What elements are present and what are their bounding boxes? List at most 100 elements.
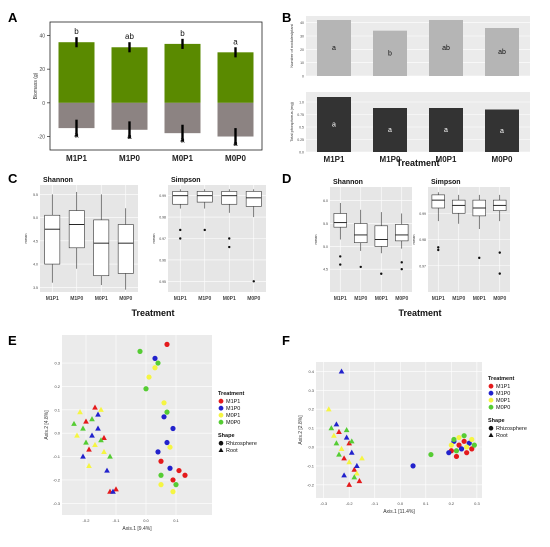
panel-f-legend-swatch <box>488 397 494 403</box>
panel-c-outlier <box>179 228 182 232</box>
panel-a-bar-shoot <box>58 42 95 103</box>
panel-a-bar-shoot <box>217 52 254 103</box>
panel-f-xlabel: Axis.1 [11.4%] <box>383 509 415 515</box>
panel-e-ytick-label: 0.0 <box>54 431 60 436</box>
panel-f-ylabel: Axis.2 [2.8%] <box>298 415 304 445</box>
panel-d-ytick-label: 0.97 <box>419 264 426 268</box>
panel-e-point-root <box>86 446 92 452</box>
panel-e-point-root <box>77 409 83 415</box>
panel-c-ytick-label: 3.5 <box>33 286 38 290</box>
panel-c-outlier <box>252 280 255 283</box>
panel-b-ytick-label: 0.75 <box>297 113 304 117</box>
panel-f-point-rhizosphere <box>451 436 457 443</box>
panel-c-ylabel: mean <box>23 233 28 243</box>
panel-a-xtick-label: M0P1 <box>172 154 193 163</box>
panel-b-bar <box>373 30 407 77</box>
panel-c-ytick-label: 4.5 <box>33 239 38 243</box>
panel-d-xtick-label: M1P1 <box>432 296 445 302</box>
panel-f-legend-swatch <box>488 404 494 410</box>
panel-d-xtick-label: M1P0 <box>452 296 465 302</box>
panel-d-outlier <box>478 256 481 260</box>
panel-e-point-root <box>80 425 86 431</box>
panel-f-point-root <box>343 427 350 433</box>
panel-e-point-rhizosphere <box>170 477 176 483</box>
panel-f-legend-title: Treatment <box>488 376 514 382</box>
panel-d-outlier <box>400 261 403 264</box>
panel-e-point-rhizosphere <box>167 465 173 471</box>
panel-f-legend-swatch <box>488 383 494 389</box>
panel-a-ytick-label: -20 <box>38 135 45 141</box>
panel-e-point-root <box>95 411 101 417</box>
panel-e-legend-label: M0P0 <box>226 420 240 426</box>
panel-f-point-root <box>343 434 350 440</box>
panel-d-box <box>452 199 466 214</box>
panel-f-legend-label: M0P1 <box>496 398 510 404</box>
panel-f-point-root <box>336 428 342 434</box>
panel-c-ylabel: mean <box>151 233 156 243</box>
panel-c-box <box>172 191 189 205</box>
panel-c-ytick-label: 0.98 <box>159 216 166 220</box>
panel-c-outlier <box>228 245 231 249</box>
panel-e-legend-shape-title: Shape <box>218 433 235 439</box>
panel-d-box <box>333 213 347 228</box>
panel-e-point-rhizosphere <box>155 360 161 366</box>
panel-f-point-root <box>336 451 342 457</box>
panel-c-xlabel: Treatment <box>131 308 174 318</box>
panel-e-legend-swatch <box>218 398 224 404</box>
panel-e-xtick-label: -0.1 <box>113 518 121 523</box>
panel-b-sig-letter: a <box>332 45 336 52</box>
panel-f-point-rhizosphere <box>410 463 416 469</box>
panel-e-point-root <box>104 467 110 473</box>
panel-f-point-root <box>328 425 335 431</box>
panel-label-D: D <box>282 171 291 186</box>
panel-e-ytick-label: -0.3 <box>53 501 61 506</box>
panel-e-xtick-label: 0.1 <box>173 518 179 523</box>
panel-b-bar <box>429 20 463 76</box>
panel-b-ytick-label: 0 <box>302 75 304 79</box>
panel-f-point-root <box>341 472 347 478</box>
panel-a-ytick-label: 0 <box>42 101 45 107</box>
panel-c-ytick-label: 0.96 <box>159 258 166 262</box>
panel-f-point-root <box>331 432 337 438</box>
panel-b-ylabel: Total phosphorus (mg) <box>289 101 294 141</box>
panel-d-ytick-label: 4.5 <box>323 268 328 272</box>
panel-f-legend-shape <box>488 432 494 438</box>
panel-f-ytick-label: -0.2 <box>307 482 315 487</box>
panel-f-point-root <box>359 455 365 461</box>
panel-c-xtick-label: M1P1 <box>174 296 187 302</box>
panel-b-xlabel: Treatment <box>396 158 439 168</box>
panel-e-point-root <box>71 420 77 426</box>
panel-d-ytick-label: 5.0 <box>323 245 328 249</box>
panel-f-point-root <box>348 438 355 444</box>
panel-b-bar <box>485 28 519 76</box>
panel-a-sig-letter: a <box>233 37 238 46</box>
panel-e-point-rhizosphere <box>164 409 170 415</box>
panel-d-ylabel: mean <box>313 234 318 244</box>
panel-d-xtick-label: M1P1 <box>334 296 347 302</box>
panel-e-point-root <box>83 439 89 445</box>
panel-d-outlier <box>339 255 342 258</box>
panel-d-outlier <box>380 272 383 275</box>
panel-f-xtick-label: -0.3 <box>320 501 328 506</box>
panel-e-point-root <box>74 432 80 438</box>
panel-e-point-root <box>107 453 113 459</box>
panel-e-point-root <box>113 486 119 492</box>
panel-d-xtick-label: M0P0 <box>493 296 506 302</box>
panel-d-box <box>354 223 368 243</box>
panel-e-legend-label: M0P1 <box>226 413 240 419</box>
panel-d-ylabel: mean <box>411 234 416 244</box>
panel-a-sig-letter: a <box>233 139 238 148</box>
panel-e-point-rhizosphere <box>152 365 158 371</box>
panel-d-box <box>374 225 388 247</box>
panel-f-ytick-label: 0.1 <box>308 426 314 431</box>
panel-a-sig-letter: ab <box>125 32 134 41</box>
panel-c-strip <box>40 174 138 184</box>
panel-f-legend-shape <box>488 425 494 431</box>
panel-e-point-root <box>101 434 107 440</box>
panel-label-A: A <box>8 10 18 25</box>
panel-d-xtick-label: M0P0 <box>395 296 408 302</box>
panel-c-xtick-label: M1P0 <box>198 296 211 302</box>
panel-d-ytick-label: 0.99 <box>419 212 426 216</box>
panel-a-sig-letter: b <box>180 29 185 38</box>
panel-f-point-rhizosphere <box>453 448 460 454</box>
